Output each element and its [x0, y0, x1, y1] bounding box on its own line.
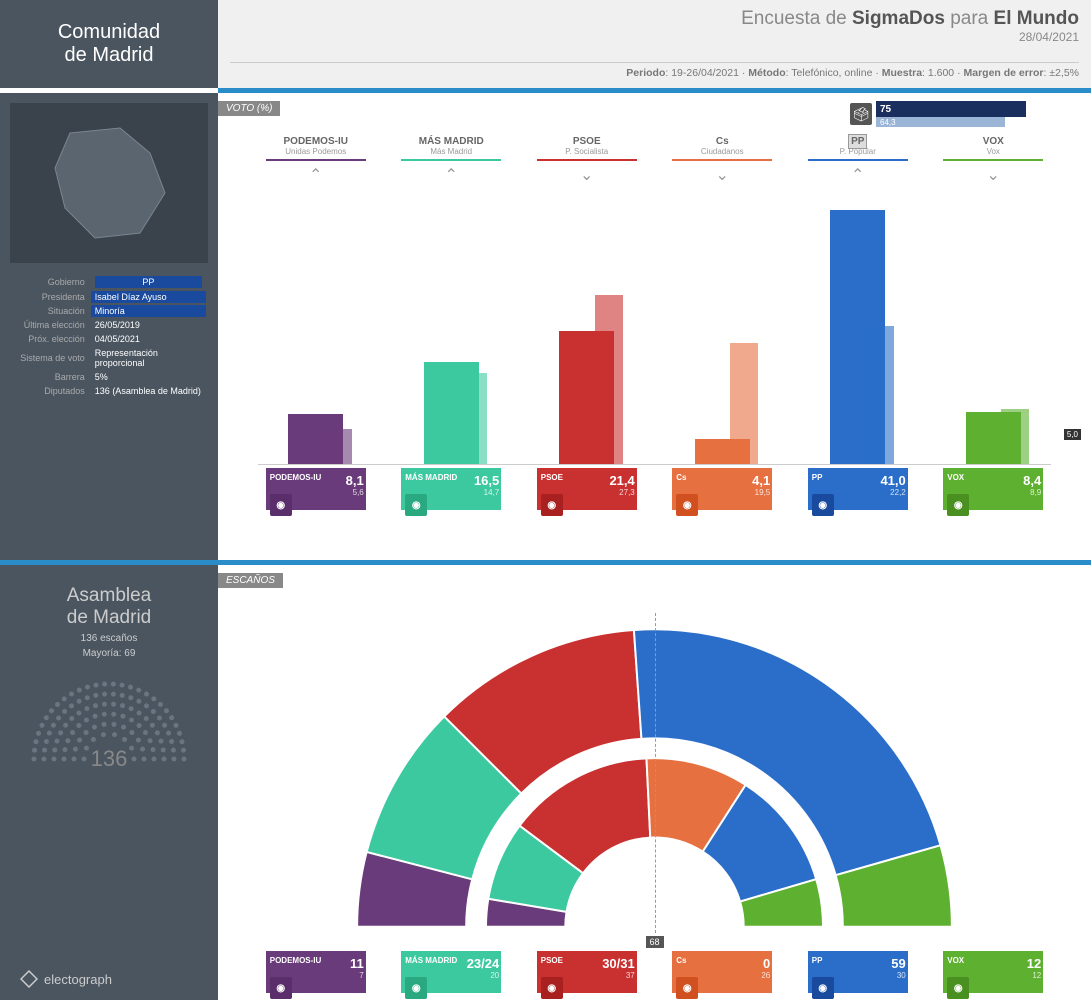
brand-text: electograph	[44, 972, 112, 987]
meta-label: Margen de error	[964, 67, 1044, 79]
meta-label: Muestra	[882, 67, 922, 79]
sidebar-assembly: Asamblea de Madrid 136 escaños Mayoría: …	[0, 565, 218, 1000]
result-label: MÁS MADRID◉23/2420	[401, 951, 501, 993]
party-headers: PODEMOS-IUUnidas Podemos⌃ MÁS MADRIDMás M…	[258, 136, 1051, 185]
turnout-new-bar: 75	[876, 101, 1026, 117]
bar-group	[266, 185, 366, 464]
header: Comunidad de Madrid Encuesta de SigmaDos…	[0, 0, 1091, 88]
vote-section: Gobierno PP PresidentaIsabel Díaz Ayuso S…	[0, 93, 1091, 560]
assembly-name2: de Madrid	[67, 607, 152, 629]
turnout-new-val: 75	[880, 104, 891, 115]
info-sit: Minoría	[91, 305, 206, 317]
party-header: PSOEP. Socialista⌄	[537, 136, 637, 185]
seat-labels: PODEMOS-IU◉117 MÁS MADRID◉23/2420 PSOE◉30/…	[258, 951, 1051, 993]
party-header: PODEMOS-IUUnidas Podemos⌃	[266, 136, 366, 185]
seats-section: Asamblea de Madrid 136 escaños Mayoría: …	[0, 565, 1091, 1000]
result-label: PP◉5930	[808, 951, 908, 993]
result-label: PSOE◉21,427,3	[537, 468, 637, 510]
result-label: Cs◉026	[672, 951, 772, 993]
meta-label: Método	[748, 67, 785, 79]
poll-title: Encuesta de SigmaDos para El Mundo	[230, 8, 1079, 30]
poll-media: El Mundo	[994, 8, 1079, 29]
bar-group	[808, 185, 908, 464]
bar-group	[401, 185, 501, 464]
meta-val: Telefónico, online	[791, 67, 872, 79]
vote-labels: PODEMOS-IU◉8,15,6 MÁS MADRID◉16,514,7 PSOE…	[258, 468, 1051, 510]
info-dep: 136 (Asamblea de Madrid)	[91, 385, 206, 397]
party-header: PPP. Popular⌃	[808, 136, 908, 185]
region-map	[10, 103, 208, 263]
meta-val: 19-26/04/2021	[671, 67, 739, 79]
result-label: PODEMOS-IU◉117	[266, 951, 366, 993]
region-line1: Comunidad	[58, 21, 160, 44]
info-label: Próx. elección	[12, 333, 89, 345]
party-header: VOXVox⌄	[943, 136, 1043, 185]
threshold-marker: 5,0	[1064, 429, 1081, 440]
turnout-box: 🗳 75 64,3	[850, 101, 1076, 127]
poll-mid: para	[945, 8, 994, 29]
party-header: CsCiudadanos⌄	[672, 136, 772, 185]
sidebar: Gobierno PP PresidentaIsabel Díaz Ayuso S…	[0, 93, 218, 560]
poll-meta: Periodo: 19-26/04/2021 · Método: Telefón…	[230, 62, 1079, 79]
bar-group	[943, 185, 1043, 464]
info-label: Diputados	[12, 385, 89, 397]
result-label: Cs◉4,119,5	[672, 468, 772, 510]
result-label: VOX◉8,48,9	[943, 468, 1043, 510]
turnout-old-val: 64,3	[880, 118, 896, 127]
result-label: MÁS MADRID◉16,514,7	[401, 468, 501, 510]
majority-line	[655, 613, 656, 933]
info-label: Gobierno	[12, 275, 89, 289]
region-title: Comunidad de Madrid	[0, 0, 218, 88]
info-bar: 5%	[91, 371, 206, 383]
bar-group	[672, 185, 772, 464]
info-last: 26/05/2019	[91, 319, 206, 331]
bars-container	[258, 185, 1051, 465]
turnout-bars: 75 64,3	[876, 101, 1076, 127]
assembly-name1: Asamblea	[67, 585, 152, 607]
info-sys: Representación proporcional	[91, 347, 206, 369]
section-label-vote: VOTO (%)	[218, 101, 280, 116]
poll-date: 28/04/2021	[230, 30, 1079, 44]
info-next: 04/05/2021	[91, 333, 206, 345]
result-label: VOX◉1212	[943, 951, 1043, 993]
vote-content: VOTO (%) 🗳 75 64,3 PODEMOS-IUUnidas Pode…	[218, 93, 1091, 560]
info-label: Presidenta	[12, 291, 89, 303]
result-label: PSOE◉30/3137	[537, 951, 637, 993]
meta-val: ±2,5%	[1049, 67, 1079, 79]
seats-content: ESCAÑOS 68 PODEMOS-IU◉117 MÁS MADRID◉23/2…	[218, 565, 1091, 1000]
region-line2: de Madrid	[65, 44, 154, 67]
result-label: PP◉41,022,2	[808, 468, 908, 510]
info-gov: PP	[95, 276, 202, 288]
meta-val: 1.600	[928, 67, 954, 79]
assembly-total: 136	[91, 746, 128, 772]
info-pres: Isabel Díaz Ayuso	[91, 291, 206, 303]
assembly-majority-text: Mayoría: 69	[83, 648, 136, 659]
poll-prefix: Encuesta de	[741, 8, 852, 29]
section-label-seats: ESCAÑOS	[218, 573, 283, 588]
info-label: Sistema de voto	[12, 347, 89, 369]
turnout-icon: 🗳	[850, 103, 872, 125]
turnout-old-bar: 64,3	[876, 117, 1005, 127]
brand: electograph	[20, 970, 112, 988]
bar-group	[537, 185, 637, 464]
assembly-seats-text: 136 escaños	[81, 633, 138, 644]
majority-marker: 68	[645, 936, 663, 948]
meta-label: Periodo	[626, 67, 665, 79]
info-table: Gobierno PP PresidentaIsabel Díaz Ayuso S…	[10, 273, 208, 399]
result-label: PODEMOS-IU◉8,15,6	[266, 468, 366, 510]
poll-agency: SigmaDos	[852, 8, 945, 29]
bar-chart: 5,0	[258, 185, 1051, 465]
info-label: Situación	[12, 305, 89, 317]
poll-info: Encuesta de SigmaDos para El Mundo 28/04…	[218, 0, 1091, 88]
info-label: Barrera	[12, 371, 89, 383]
info-label: Última elección	[12, 319, 89, 331]
party-header: MÁS MADRIDMás Madrid⌃	[401, 136, 501, 185]
arc-chart: 68	[258, 608, 1051, 948]
